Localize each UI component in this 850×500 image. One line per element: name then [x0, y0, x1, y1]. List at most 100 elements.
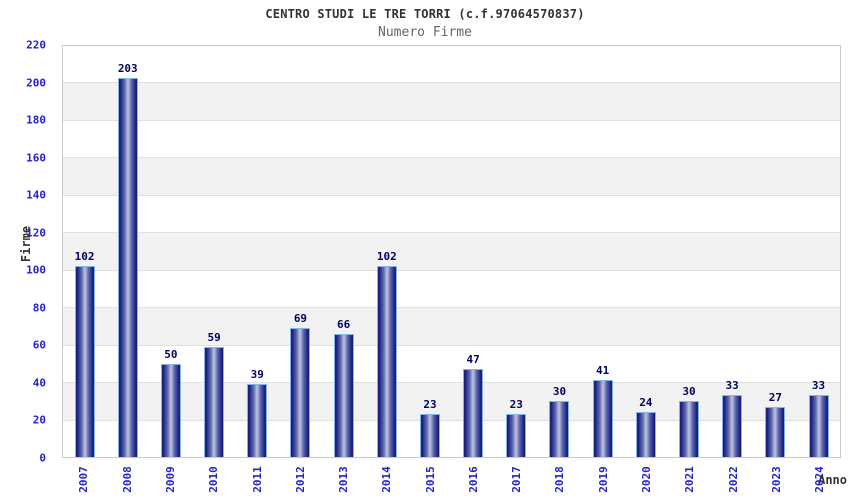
- x-tick-slot-2009: 2009: [149, 459, 192, 500]
- x-tick-label-2014: 2014: [380, 466, 394, 493]
- plot-area: 102 203 50 59 39 69 66 102 23 47 23 30 41 24 30 33 27 33: [62, 45, 841, 458]
- x-tick-slot-2010: 2010: [192, 459, 235, 500]
- y-tick-label-80: 80: [32, 301, 46, 315]
- y-tick-label-40: 40: [32, 376, 46, 390]
- x-tick-label-2019: 2019: [596, 466, 610, 493]
- bar-2016: [463, 369, 484, 457]
- x-axis-ticks: 2007 2008 2009 2010 2011 2012 2013 2014 2015 2016…: [62, 459, 841, 500]
- bar-2024: [808, 395, 829, 457]
- band: [63, 194, 840, 232]
- bar-value-2014: 102: [376, 250, 397, 264]
- bar-value-2016: 47: [466, 353, 480, 367]
- bar-value-2021: 30: [682, 384, 696, 398]
- bar-value-2011: 39: [250, 368, 264, 382]
- bar-value-2008: 203: [117, 61, 138, 75]
- bar-slot-2008: 203: [106, 46, 149, 457]
- bar-2015: [419, 414, 440, 457]
- x-tick-slot-2019: 2019: [581, 459, 624, 500]
- x-tick-slot-2012: 2012: [278, 459, 321, 500]
- bar-value-2022: 33: [725, 379, 739, 393]
- y-tick-label-60: 60: [32, 338, 46, 352]
- y-tick-label-100: 100: [26, 263, 46, 277]
- bar-value-2017: 23: [509, 398, 523, 412]
- bar-2018: [549, 400, 570, 457]
- bar-slot-2018: 30: [538, 46, 581, 457]
- bar-value-2018: 30: [552, 384, 567, 398]
- y-tick-label-0: 0: [39, 451, 46, 465]
- bar-2012: [290, 328, 311, 457]
- bar-slot-2023: 27: [754, 46, 797, 457]
- bar-2021: [678, 400, 699, 457]
- y-tick-label-20: 20: [32, 413, 46, 427]
- bar-value-2019: 41: [596, 364, 610, 378]
- y-tick-label-140: 140: [26, 188, 46, 202]
- x-tick-label-2010: 2010: [206, 466, 220, 493]
- x-tick-label-2007: 2007: [77, 466, 91, 493]
- x-tick-label-2018: 2018: [553, 466, 567, 493]
- x-tick-slot-2018: 2018: [538, 459, 581, 500]
- bar-slot-2017: 23: [495, 46, 538, 457]
- x-tick-label-2012: 2012: [293, 466, 307, 493]
- x-tick-slot-2020: 2020: [625, 459, 668, 500]
- x-tick-slot-2013: 2013: [322, 459, 365, 500]
- band: [63, 82, 840, 120]
- bar-slot-2015: 23: [408, 46, 451, 457]
- bar-slot-2011: 39: [236, 46, 279, 457]
- chart-subtitle: Numero Firme: [378, 25, 472, 40]
- bar-2014: [376, 266, 397, 457]
- x-tick-slot-2015: 2015: [408, 459, 451, 500]
- x-tick-label-2015: 2015: [423, 466, 437, 493]
- band: [63, 344, 840, 382]
- x-tick-label-2022: 2022: [726, 466, 740, 493]
- bar-2008: [117, 77, 138, 457]
- bar-2007: [74, 266, 95, 457]
- x-tick-label-2016: 2016: [466, 466, 480, 493]
- bar-2010: [204, 346, 225, 457]
- y-tick-label-120: 120: [26, 226, 46, 240]
- bar-value-2023: 27: [768, 390, 782, 404]
- bar-value-2009: 50: [164, 347, 178, 361]
- x-tick-slot-2011: 2011: [235, 459, 278, 500]
- bar-slot-2022: 33: [711, 46, 754, 457]
- bar-slot-2010: 59: [193, 46, 236, 457]
- bar-2020: [635, 412, 656, 457]
- bar-slot-2024: 33: [797, 46, 840, 457]
- bar-slot-2009: 50: [149, 46, 192, 457]
- bar-value-2012: 69: [293, 312, 308, 326]
- bar-slot-2014: 102: [365, 46, 408, 457]
- bar-2017: [506, 414, 527, 457]
- y-tick-label-180: 180: [26, 113, 46, 127]
- bar-2023: [765, 406, 786, 457]
- x-tick-slot-2016: 2016: [452, 459, 495, 500]
- band: [63, 157, 840, 195]
- bar-2009: [160, 363, 181, 457]
- bar-2022: [722, 395, 743, 457]
- bar-value-2020: 24: [639, 396, 653, 410]
- band: [63, 119, 840, 157]
- bar-2019: [592, 380, 613, 457]
- x-tick-slot-2017: 2017: [495, 459, 538, 500]
- x-tick-label-2021: 2021: [683, 466, 697, 493]
- x-tick-label-2023: 2023: [769, 466, 783, 493]
- chart-title: CENTRO STUDI LE TRE TORRI (c.f.970645708…: [265, 7, 585, 21]
- x-tick-slot-2007: 2007: [62, 459, 105, 500]
- bar-value-2024: 33: [811, 379, 826, 393]
- band: [63, 232, 840, 270]
- x-tick-label-2017: 2017: [509, 466, 523, 493]
- y-axis-ticks: 220 200 180 160 140 120 100 80 60 40 20 0: [0, 39, 54, 465]
- bar-value-2015: 23: [423, 398, 437, 412]
- bars-container: 102 203 50 59 39 69 66 102 23 47 23 30 41 24 30 33 27 33: [63, 46, 840, 457]
- bar-value-2007: 102: [74, 250, 95, 264]
- x-tick-slot-2014: 2014: [365, 459, 408, 500]
- bar-slot-2016: 47: [452, 46, 495, 457]
- bar-value-2013: 66: [336, 317, 351, 331]
- band: [63, 307, 840, 345]
- y-tick-label-200: 200: [26, 76, 46, 90]
- bar-value-2010: 59: [207, 330, 221, 344]
- x-tick-label-2013: 2013: [336, 466, 350, 493]
- y-tick-label-220: 220: [26, 38, 46, 52]
- bar-2011: [247, 384, 268, 457]
- band: [63, 419, 840, 457]
- x-tick-label-2009: 2009: [163, 466, 177, 493]
